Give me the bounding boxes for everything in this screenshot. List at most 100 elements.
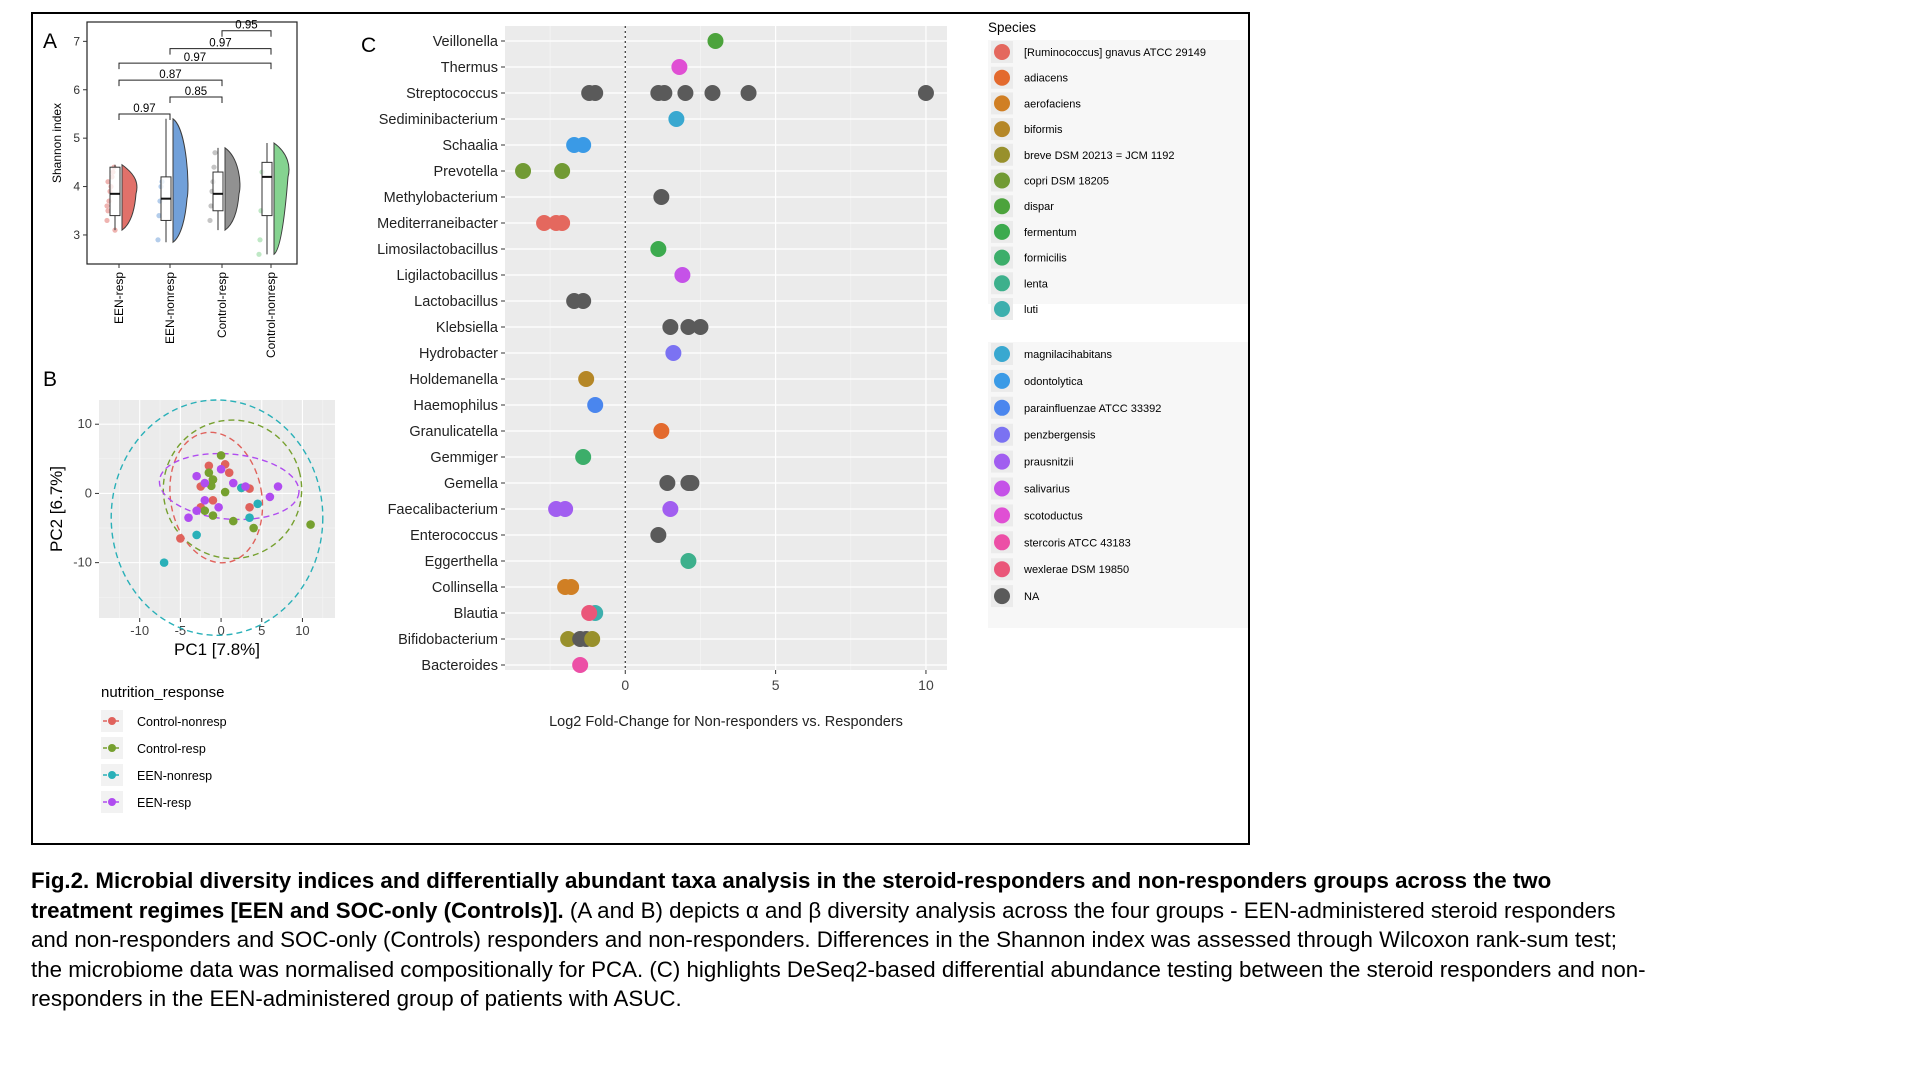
data-point — [192, 506, 201, 516]
violin-half — [224, 146, 241, 232]
legend-key-dot — [994, 453, 1010, 470]
confidence-ellipse — [110, 399, 324, 637]
box — [212, 171, 224, 212]
y-axis-title: PC2 [6.7%] — [47, 466, 66, 552]
legend-label: [Ruminococcus] gnavus ATCC 29149 — [1024, 47, 1206, 59]
data-point — [650, 527, 667, 543]
legend-label: formicilis — [1024, 253, 1067, 265]
violin-half — [273, 142, 290, 256]
comparison-bracket — [169, 48, 272, 55]
data-point — [560, 631, 577, 647]
x-tick-label: -5 — [175, 623, 187, 638]
box — [261, 161, 273, 217]
legend-key-dot — [994, 480, 1010, 497]
legend-key-dot — [994, 346, 1010, 362]
legend-key-dot — [994, 372, 1010, 389]
data-point — [200, 496, 210, 505]
legend-label: odontolytica — [1024, 376, 1084, 388]
comparison-bracket — [118, 113, 171, 120]
p-value-label: 0.97 — [133, 103, 155, 115]
data-point — [554, 215, 571, 231]
p-value-label: 0.87 — [159, 69, 181, 81]
data-point — [707, 33, 724, 49]
p-value-label: 0.97 — [209, 38, 231, 50]
violin-half — [121, 163, 138, 232]
data-point — [650, 241, 667, 257]
legend-key-dot — [994, 561, 1010, 578]
legend-label: wexlerae DSM 19850 — [1023, 564, 1129, 576]
legend-key-dot — [108, 744, 116, 752]
legend-background — [988, 342, 1248, 628]
data-point — [575, 449, 592, 465]
legend-label: luti — [1024, 304, 1038, 316]
y-tick-label: Hydrobacter — [419, 346, 498, 362]
y-tick-label: Collinsella — [432, 580, 499, 596]
legend-key-dot — [994, 146, 1010, 163]
legend-key-dot — [994, 588, 1010, 605]
data-point — [249, 523, 258, 533]
data-point — [155, 237, 161, 243]
legend-label: lenta — [1024, 278, 1049, 290]
data-point — [216, 451, 226, 460]
data-point — [581, 605, 598, 621]
y-tick-label: 3 — [73, 228, 80, 242]
y-tick-label: -10 — [73, 555, 92, 570]
data-point — [740, 85, 757, 101]
data-point — [212, 150, 218, 156]
data-point — [105, 179, 111, 185]
confidence-ellipse — [158, 452, 300, 521]
data-point — [253, 499, 262, 509]
comparison-bracket — [169, 96, 223, 104]
data-point — [575, 293, 592, 309]
data-point — [228, 478, 238, 488]
x-tick-label: 10 — [918, 677, 934, 693]
data-point — [220, 487, 230, 497]
legend-label: parainfluenzae ATCC 33392 — [1024, 403, 1161, 415]
data-point — [176, 534, 185, 543]
legend-key-dot — [994, 399, 1010, 416]
data-point — [257, 237, 263, 243]
data-point — [692, 319, 709, 335]
y-tick-label: 10 — [78, 416, 92, 431]
data-point — [653, 423, 670, 439]
legend-label: prausnitzii — [1024, 457, 1074, 469]
data-point — [536, 215, 553, 231]
p-value-label: 0.85 — [185, 86, 207, 98]
y-tick-label: Ligilactobacillus — [396, 268, 498, 284]
data-point — [207, 481, 216, 491]
legend-key-dot — [108, 798, 116, 806]
violin-half — [172, 117, 189, 244]
x-axis-title: Log2 Fold-Change for Non-responders vs. … — [549, 714, 903, 730]
y-tick-label: 0 — [85, 485, 92, 500]
data-point — [211, 164, 217, 170]
p-value-label: 0.95 — [235, 20, 257, 32]
legend-key-dot — [994, 69, 1010, 86]
data-point — [306, 520, 315, 529]
x-tick-label: 5 — [772, 677, 780, 693]
legend-key-dot — [994, 223, 1010, 240]
data-point — [653, 189, 670, 205]
y-tick-label: Veillonella — [433, 34, 499, 50]
legend-key-dot — [994, 44, 1010, 60]
y-tick-label: Blautia — [454, 606, 499, 622]
data-point — [662, 501, 679, 517]
data-point — [156, 213, 162, 219]
box — [109, 166, 121, 217]
legend-label: Control-resp — [137, 742, 206, 756]
legend-label: breve DSM 20213 = JCM 1192 — [1024, 150, 1175, 162]
data-point — [207, 217, 213, 224]
y-tick-label: 7 — [73, 34, 80, 48]
data-point — [680, 553, 697, 569]
data-point — [917, 85, 934, 101]
data-point — [674, 267, 691, 283]
legend-key-dot — [994, 95, 1010, 112]
legend-key-dot — [108, 717, 116, 725]
y-tick-label: Streptococcus — [406, 86, 498, 102]
legend-key-dot — [994, 275, 1010, 292]
legend-label: NA — [1024, 591, 1040, 603]
panel-label-a: A — [43, 30, 57, 53]
legend-key-dot — [994, 198, 1010, 215]
legend-title: Species — [988, 20, 1036, 35]
panel-label-c: C — [361, 34, 376, 57]
data-point — [584, 631, 601, 647]
